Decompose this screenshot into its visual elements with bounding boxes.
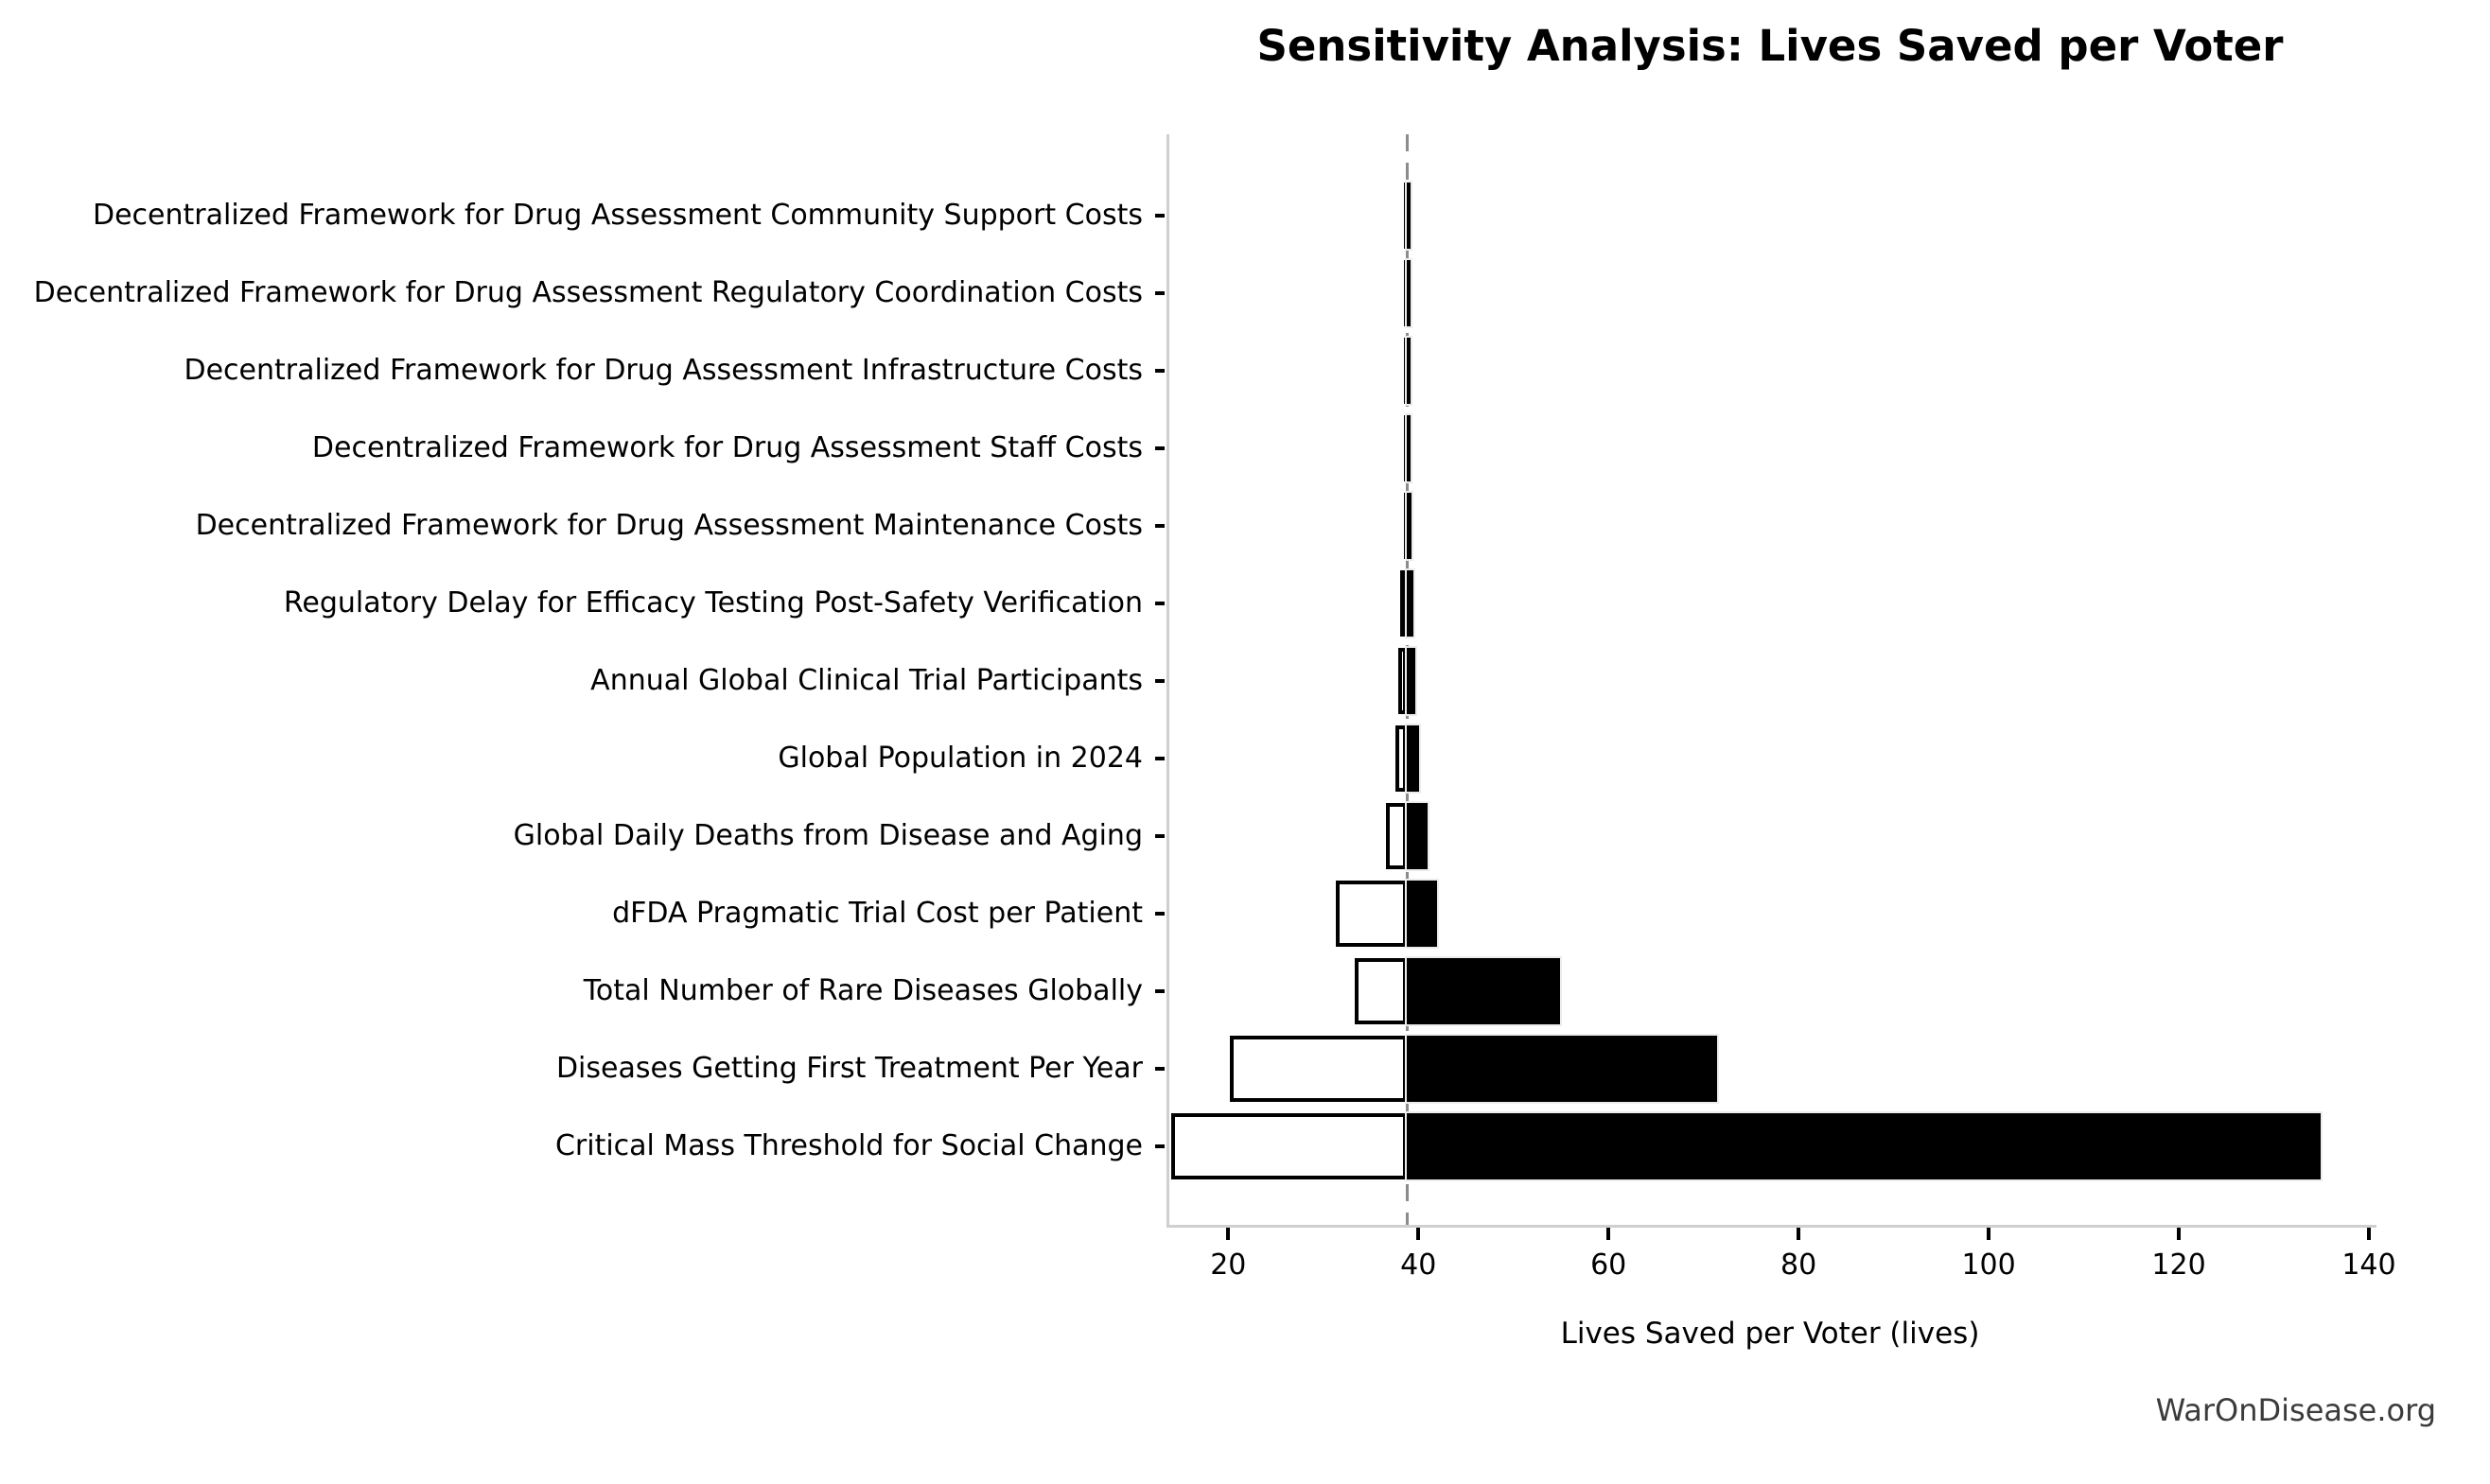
y-tick bbox=[1155, 757, 1165, 760]
tornado-bar-low bbox=[1335, 881, 1408, 947]
tornado-bar-high bbox=[1407, 415, 1412, 481]
tornado-bar-low bbox=[1395, 725, 1408, 792]
y-category-label: Diseases Getting First Treatment Per Yea… bbox=[555, 1052, 1143, 1085]
y-category-label: dFDA Pragmatic Trial Cost per Patient bbox=[612, 897, 1143, 930]
tornado-bar-high bbox=[1407, 183, 1412, 249]
y-category-label: Decentralized Framework for Drug Assessm… bbox=[184, 354, 1143, 387]
chart-title: Sensitivity Analysis: Lives Saved per Vo… bbox=[1256, 21, 2284, 71]
tornado-bar-low bbox=[1171, 1113, 1408, 1179]
x-tick-label: 120 bbox=[2151, 1248, 2206, 1282]
tornado-bar-high bbox=[1407, 338, 1412, 404]
y-tick bbox=[1155, 1067, 1165, 1071]
tornado-bar-high bbox=[1407, 1036, 1717, 1102]
tornado-bar-high bbox=[1407, 493, 1412, 559]
x-tick-label: 100 bbox=[1961, 1248, 2016, 1282]
y-category-label: Decentralized Framework for Drug Assessm… bbox=[195, 509, 1143, 542]
tornado-bar-low bbox=[1230, 1036, 1408, 1102]
watermark: WarOnDisease.org bbox=[2155, 1392, 2436, 1428]
x-tick-label: 20 bbox=[1210, 1248, 1247, 1282]
tornado-bar-high bbox=[1407, 881, 1438, 947]
y-category-label: Global Population in 2024 bbox=[778, 742, 1143, 775]
x-tick-label: 60 bbox=[1590, 1248, 1627, 1282]
y-tick bbox=[1155, 602, 1165, 605]
y-tick bbox=[1155, 679, 1165, 683]
tornado-bar-low bbox=[1398, 648, 1408, 714]
tornado-bar-low bbox=[1354, 958, 1408, 1024]
tornado-bar-high bbox=[1407, 803, 1429, 869]
y-category-label: Regulatory Delay for Efficacy Testing Po… bbox=[283, 586, 1143, 620]
y-tick bbox=[1155, 912, 1165, 916]
x-tick bbox=[1416, 1228, 1421, 1240]
y-tick bbox=[1155, 369, 1165, 373]
tornado-bar-low bbox=[1400, 570, 1409, 637]
x-axis-title: Lives Saved per Voter (lives) bbox=[1560, 1317, 1980, 1351]
tornado-bar-high bbox=[1407, 570, 1414, 637]
y-tick bbox=[1155, 214, 1165, 218]
y-category-label: Decentralized Framework for Drug Assessm… bbox=[33, 276, 1143, 309]
y-tick bbox=[1155, 834, 1165, 838]
tornado-bar-high bbox=[1407, 260, 1412, 326]
tornado-bar-high bbox=[1407, 725, 1420, 792]
tornado-bar-high bbox=[1407, 1113, 2321, 1179]
y-category-label: Decentralized Framework for Drug Assessm… bbox=[311, 431, 1143, 464]
tornado-bar-high bbox=[1407, 648, 1416, 714]
x-tick-label: 140 bbox=[2341, 1248, 2396, 1282]
x-tick bbox=[1606, 1228, 1611, 1240]
x-tick-label: 80 bbox=[1780, 1248, 1817, 1282]
tornado-bar-high bbox=[1407, 958, 1560, 1024]
y-tick bbox=[1155, 1144, 1165, 1148]
tornado-bar-low bbox=[1386, 803, 1408, 869]
y-category-label: Critical Mass Threshold for Social Chang… bbox=[554, 1129, 1143, 1162]
plot-area bbox=[1155, 134, 2376, 1228]
y-tick bbox=[1155, 446, 1165, 450]
x-tick bbox=[2366, 1228, 2371, 1240]
y-tick bbox=[1155, 291, 1165, 295]
x-tick bbox=[1226, 1228, 1231, 1240]
y-category-label: Annual Global Clinical Trial Participant… bbox=[590, 664, 1143, 697]
x-tick-label: 40 bbox=[1400, 1248, 1437, 1282]
y-category-label: Global Daily Deaths from Disease and Agi… bbox=[513, 819, 1143, 852]
y-category-label: Decentralized Framework for Drug Assessm… bbox=[93, 199, 1143, 232]
x-tick bbox=[1987, 1228, 1991, 1240]
y-category-label: Total Number of Rare Diseases Globally bbox=[583, 974, 1143, 1007]
y-tick bbox=[1155, 989, 1165, 993]
x-tick bbox=[2177, 1228, 2182, 1240]
y-tick bbox=[1155, 524, 1165, 528]
x-tick bbox=[1797, 1228, 1801, 1240]
